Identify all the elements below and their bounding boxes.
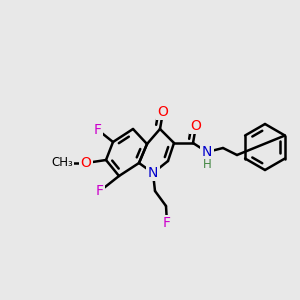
Text: CH₃: CH₃ bbox=[51, 157, 73, 169]
Text: O: O bbox=[158, 105, 168, 119]
Text: H: H bbox=[202, 158, 211, 170]
Text: N: N bbox=[148, 166, 158, 180]
Text: O: O bbox=[190, 119, 201, 133]
Text: F: F bbox=[96, 184, 104, 198]
Text: N: N bbox=[202, 145, 212, 159]
Text: O: O bbox=[81, 156, 92, 170]
Text: F: F bbox=[163, 216, 171, 230]
Text: F: F bbox=[94, 123, 102, 137]
